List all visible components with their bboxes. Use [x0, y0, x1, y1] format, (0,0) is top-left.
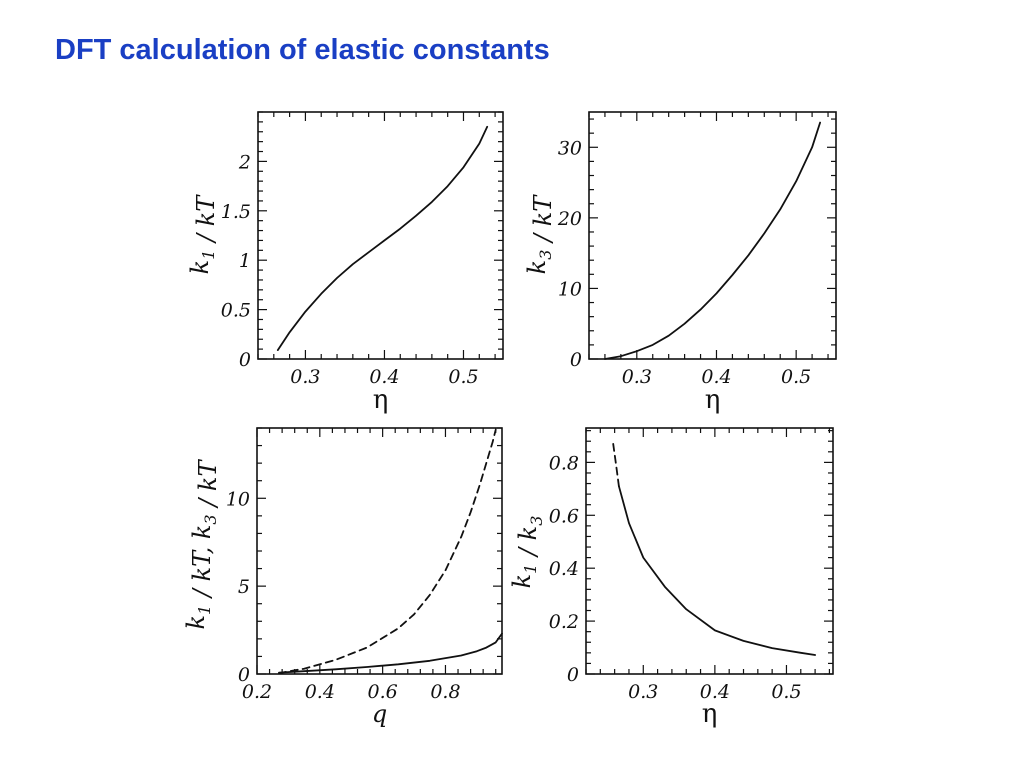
series-line-solid — [276, 125, 489, 352]
x-tick-label: 0.4 — [700, 681, 730, 703]
chart-panel-4: 0.3 0.4 0.5 0 0.2 0.4 0.6 0.8 η k1 / k3 — [508, 427, 834, 729]
y-tick-label: 1.5 — [221, 201, 251, 223]
y-tick-label: 10 — [226, 488, 250, 510]
plot-frame — [585, 427, 834, 675]
x-axis-label: η — [705, 385, 721, 415]
y-tick-label: 0.8 — [549, 452, 579, 474]
y-tick-label: 0.5 — [221, 300, 251, 322]
y-tick-label: 10 — [558, 278, 582, 300]
y-tick-label: 2 — [238, 151, 251, 173]
series-line-solid — [604, 121, 821, 360]
series-line-dashed — [278, 428, 497, 674]
y-tick-label: 0 — [239, 349, 251, 371]
y-axis-label: k3 / kT — [523, 194, 557, 275]
chart-panel-1: 0.3 0.4 0.5 0 0.5 1 1.5 2 η k1 / kT — [186, 111, 504, 415]
slide-title: DFT calculation of elastic constants — [55, 34, 550, 66]
y-axis-label: k1 / kT — [186, 194, 220, 275]
chart-panel-2: 0.3 0.4 0.5 0 10 20 30 η k3 / kT — [523, 111, 837, 415]
chart-panel-3: 0.2 0.4 0.6 0.8 0 5 10 q k1 / kT, k3 / kT — [182, 427, 503, 728]
series-line-solid — [618, 485, 816, 656]
x-tick-label: 0.4 — [701, 366, 731, 388]
y-tick-label: 0.4 — [549, 558, 579, 580]
x-axis-label: η — [702, 699, 718, 729]
x-tick-label: 0.6 — [368, 681, 398, 703]
y-tick-label: 0.2 — [549, 611, 579, 633]
x-tick-label: 0.4 — [305, 681, 335, 703]
y-tick-label: 0 — [238, 664, 250, 686]
plot-frame — [588, 111, 837, 360]
x-axis-label: η — [373, 385, 389, 415]
series-line-dashed — [612, 442, 620, 488]
y-axis-label: k1 / k3 — [508, 516, 546, 589]
y-tick-label: 0 — [567, 664, 579, 686]
x-tick-label: 0.5 — [771, 681, 801, 703]
y-tick-label: 30 — [558, 137, 582, 159]
x-tick-label: 0.3 — [290, 366, 320, 388]
x-tick-label: 0.5 — [448, 366, 478, 388]
y-tick-label: 1 — [239, 250, 251, 272]
y-axis-label: k1 / kT, k3 / kT — [182, 459, 222, 630]
x-tick-label: 0.2 — [242, 681, 272, 703]
plot-frame — [256, 427, 503, 675]
x-tick-label: 0.3 — [628, 681, 658, 703]
y-tick-label: 5 — [238, 576, 250, 598]
y-tick-label: 0 — [570, 349, 582, 371]
series-line-solid — [278, 632, 503, 674]
x-tick-label: 0.8 — [430, 681, 460, 703]
plot-frame — [257, 111, 504, 360]
y-tick-label: 20 — [557, 208, 582, 230]
x-axis-label: q — [372, 700, 387, 728]
y-tick-label: 0.6 — [549, 505, 579, 527]
x-tick-label: 0.3 — [622, 366, 652, 388]
x-tick-label: 0.5 — [781, 366, 811, 388]
x-tick-label: 0.4 — [369, 366, 399, 388]
